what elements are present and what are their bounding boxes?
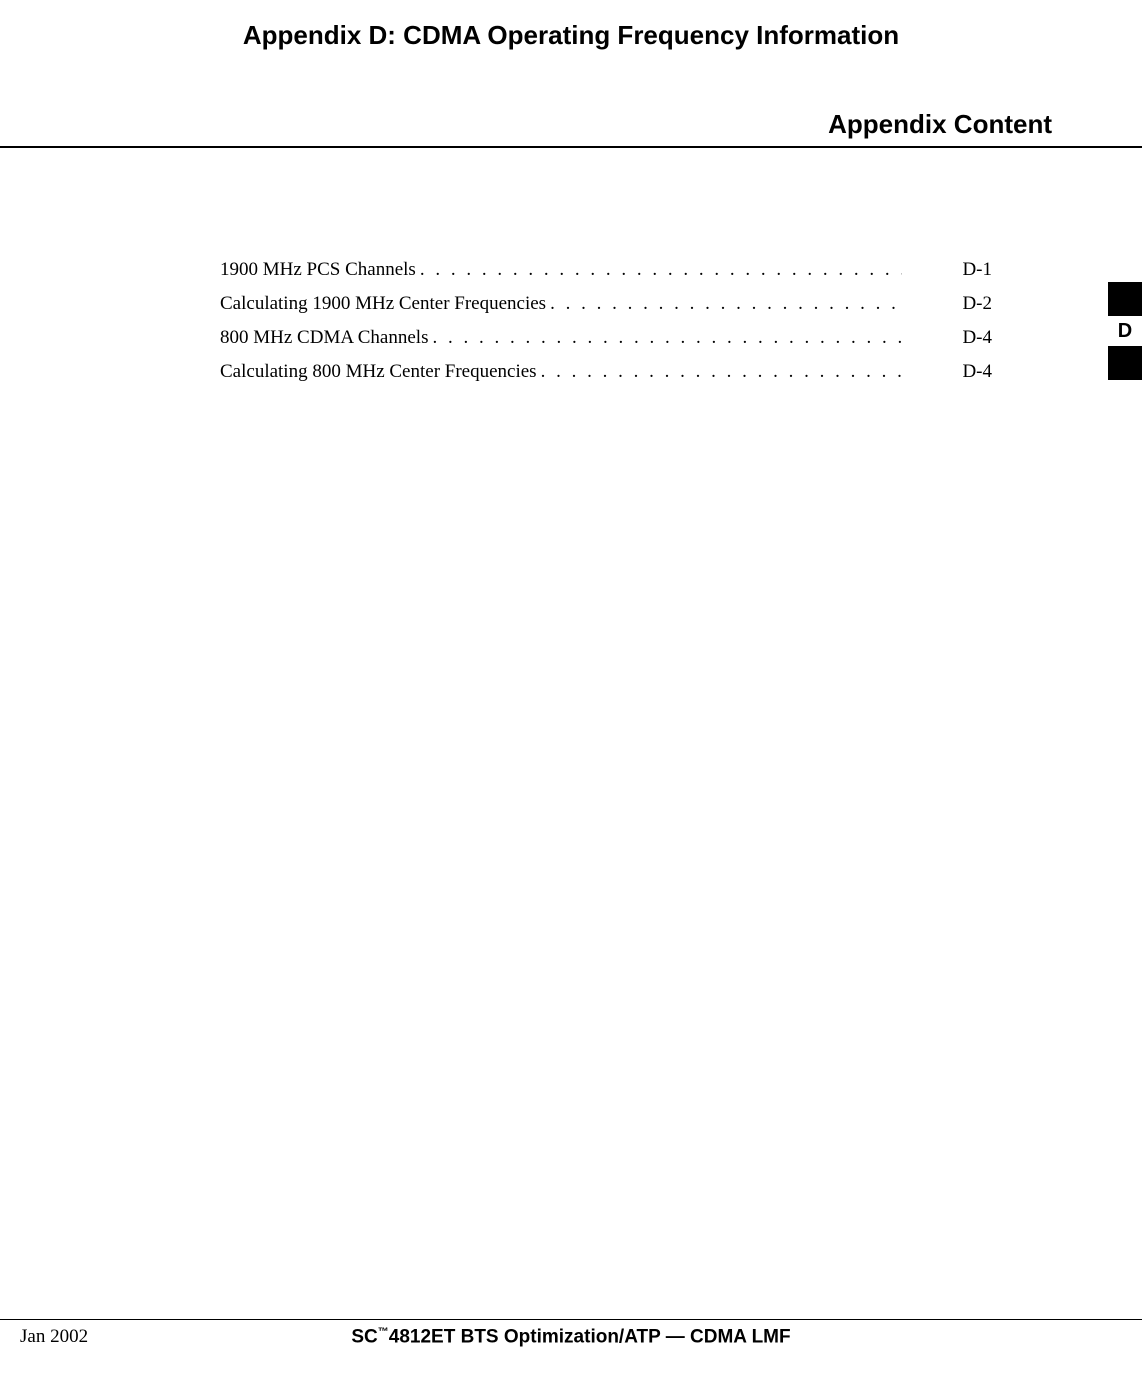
toc-label: 800 MHz CDMA Channels: [220, 328, 428, 347]
section-title: Appendix Content: [0, 109, 1052, 140]
toc-container: 1900 MHz PCS Channels . . . . . . . . . …: [220, 260, 992, 381]
toc-label: 1900 MHz PCS Channels: [220, 260, 416, 279]
toc-label: Calculating 800 MHz Center Frequencies: [220, 362, 537, 381]
toc-page: D-4: [942, 362, 992, 381]
toc-dots: . . . . . . . . . . . . . . . . . . . . …: [428, 328, 902, 347]
footer-date: Jan 2002: [20, 1326, 88, 1348]
toc-entry: Calculating 1900 MHz Center Frequencies …: [220, 294, 992, 313]
toc-page: D-1: [942, 260, 992, 279]
toc-entry: 1900 MHz PCS Channels . . . . . . . . . …: [220, 260, 992, 279]
toc-label: Calculating 1900 MHz Center Frequencies: [220, 294, 546, 313]
footer-tm: ™: [378, 1326, 389, 1338]
toc-entry: 800 MHz CDMA Channels . . . . . . . . . …: [220, 328, 992, 347]
tab-block-top: [1108, 282, 1142, 316]
tab-block-bottom: [1108, 346, 1142, 380]
footer-content: Jan 2002 SC™4812ET BTS Optimization/ATP …: [0, 1320, 1142, 1348]
tab-letter: D: [1108, 316, 1142, 346]
footer-title: SC™4812ET BTS Optimization/ATP — CDMA LM…: [351, 1326, 790, 1348]
footer-prefix: SC: [351, 1326, 377, 1347]
toc-dots: . . . . . . . . . . . . . . . . . . . . …: [537, 362, 902, 381]
section-rule: [0, 146, 1142, 148]
footer-spacer: [1118, 1329, 1122, 1347]
toc-page: D-2: [942, 294, 992, 313]
toc-dots: . . . . . . . . . . . . . . . . . . . . …: [546, 294, 902, 313]
side-tab: D: [1108, 282, 1142, 380]
toc-entry: Calculating 800 MHz Center Frequencies .…: [220, 362, 992, 381]
toc-dots: . . . . . . . . . . . . . . . . . . . . …: [416, 260, 902, 279]
toc-page: D-4: [942, 328, 992, 347]
page-title: Appendix D: CDMA Operating Frequency Inf…: [0, 20, 1142, 51]
footer: Jan 2002 SC™4812ET BTS Optimization/ATP …: [0, 1319, 1142, 1348]
footer-suffix: 4812ET BTS Optimization/ATP — CDMA LMF: [389, 1326, 791, 1347]
